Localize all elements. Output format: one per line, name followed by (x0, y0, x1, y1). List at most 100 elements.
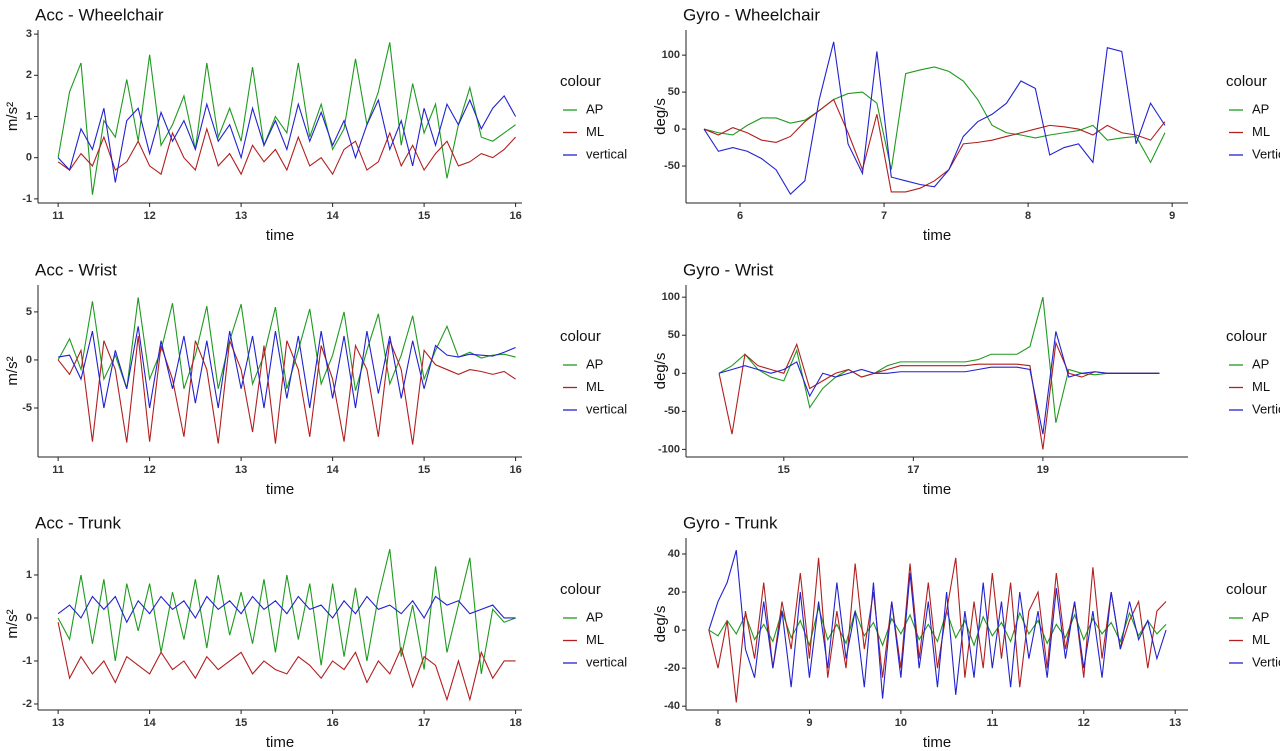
x-tick-label: 15 (778, 464, 790, 476)
series-line (57, 42, 516, 195)
x-tick-label: 15 (235, 717, 247, 729)
x-tick-label: 6 (737, 210, 743, 222)
legend-label: AP (1252, 101, 1269, 116)
x-axis-title: time (266, 734, 294, 751)
y-tick-label: 0 (26, 152, 32, 164)
x-tick-label: 14 (326, 464, 339, 476)
x-tick-label: 13 (52, 717, 64, 729)
x-tick-label: 15 (418, 464, 430, 476)
legend-label: ML (1252, 124, 1270, 139)
series-line (703, 66, 1166, 170)
series-line (708, 557, 1167, 703)
x-axis-title: time (923, 481, 951, 498)
legend-label: Vertical (1252, 146, 1280, 161)
y-tick-label: -1 (22, 655, 32, 667)
legend-label: AP (586, 101, 603, 116)
chart-title: Acc - Trunk (35, 513, 121, 532)
series-line (57, 94, 517, 183)
series-line (57, 335, 516, 445)
y-tick-label: 1 (26, 110, 32, 122)
legend-title: colour (560, 73, 601, 90)
series-line (57, 126, 517, 176)
series-line (57, 622, 516, 702)
x-tick-label: 17 (418, 717, 430, 729)
y-axis-title: m/s² (4, 102, 21, 131)
legend-label: AP (1252, 356, 1269, 371)
y-tick-label: -2 (22, 698, 32, 710)
legend-label: vertical (586, 654, 627, 669)
chart-title: Gyro - Wrist (683, 260, 774, 279)
y-tick-label: 3 (26, 28, 32, 40)
y-tick-label: 0 (674, 624, 680, 636)
legend-label: ML (1252, 632, 1270, 647)
series-line (718, 340, 1160, 450)
y-axis-title: deg/s (652, 353, 669, 390)
chart-title: Acc - Wrist (35, 260, 117, 279)
y-tick-label: 0 (26, 612, 32, 624)
x-tick-label: 17 (907, 464, 919, 476)
chart-title: Acc - Wheelchair (35, 5, 164, 24)
x-tick-label: 15 (418, 210, 430, 222)
x-tick-label: 10 (895, 717, 907, 729)
y-tick-label: 0 (674, 123, 680, 135)
series-line (57, 297, 516, 391)
legend-label: ML (586, 379, 604, 394)
legend-title: colour (1226, 73, 1267, 90)
x-tick-label: 12 (143, 210, 155, 222)
series-line (57, 595, 516, 624)
legend-title: colour (1226, 328, 1267, 345)
x-tick-label: 13 (235, 210, 247, 222)
series-line (718, 297, 1160, 423)
x-tick-label: 11 (987, 717, 999, 729)
x-tick-label: 12 (1078, 717, 1090, 729)
legend-label: ML (586, 632, 604, 647)
y-tick-label: -50 (664, 160, 680, 172)
chart-title: Gyro - Trunk (683, 513, 778, 532)
y-tick-label: -1 (22, 193, 32, 205)
y-tick-label: 5 (26, 306, 32, 318)
y-axis-title: deg/s (652, 98, 669, 135)
y-tick-label: 50 (668, 329, 680, 341)
y-axis-title: deg/s (652, 606, 669, 643)
x-tick-label: 13 (235, 464, 247, 476)
x-tick-label: 16 (509, 210, 521, 222)
y-tick-label: -20 (664, 662, 680, 674)
y-axis-title: m/s² (4, 356, 21, 385)
x-tick-label: 9 (1169, 210, 1175, 222)
legend-label: AP (586, 356, 603, 371)
y-tick-label: 100 (662, 291, 680, 303)
series-line (703, 41, 1166, 195)
x-axis-title: time (266, 227, 294, 244)
x-tick-label: 14 (143, 717, 156, 729)
x-axis-title: time (923, 734, 951, 751)
legend-title: colour (560, 328, 601, 345)
y-tick-label: -50 (664, 405, 680, 417)
legend-label: vertical (586, 146, 627, 161)
y-axis-title: m/s² (4, 609, 21, 638)
legend-label: vertical (586, 401, 627, 416)
legend-label: Vertical (1252, 401, 1280, 416)
x-tick-label: 9 (806, 717, 812, 729)
x-tick-label: 7 (881, 210, 887, 222)
x-axis-title: time (266, 481, 294, 498)
x-tick-label: 18 (509, 717, 521, 729)
legend-label: Vertical (1252, 654, 1280, 669)
y-tick-label: 0 (26, 354, 32, 366)
legend-label: AP (586, 609, 603, 624)
legend-label: ML (586, 124, 604, 139)
y-tick-label: -40 (664, 700, 680, 712)
series-line (708, 550, 1167, 699)
y-tick-label: 100 (662, 49, 680, 61)
legend-title: colour (560, 581, 601, 598)
y-tick-label: 50 (668, 86, 680, 98)
x-tick-label: 12 (143, 464, 155, 476)
y-tick-label: 20 (668, 586, 680, 598)
legend-label: AP (1252, 609, 1269, 624)
series-line (58, 326, 516, 409)
x-tick-label: 11 (52, 464, 64, 476)
y-tick-label: 1 (26, 569, 32, 581)
x-tick-label: 19 (1037, 464, 1049, 476)
series-line (57, 549, 516, 674)
y-tick-label: 2 (26, 69, 32, 81)
